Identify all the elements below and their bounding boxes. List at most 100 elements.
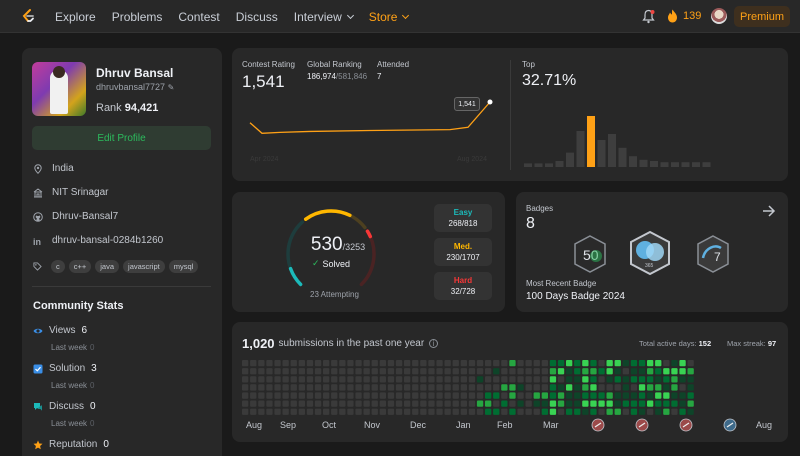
heatmap-cell bbox=[306, 400, 314, 407]
rating-histogram[interactable] bbox=[522, 103, 772, 169]
submission-heatmap[interactable] bbox=[242, 360, 782, 418]
heatmap-cell bbox=[266, 384, 273, 391]
heatmap-cell bbox=[566, 376, 573, 383]
heatmap-cell bbox=[468, 384, 476, 391]
heatmap-cell bbox=[501, 368, 508, 375]
badge-50-days-icon[interactable]: 50 bbox=[572, 234, 608, 274]
nav-store[interactable]: Store bbox=[369, 10, 410, 24]
nav-discuss[interactable]: Discuss bbox=[235, 9, 278, 24]
heatmap-cell bbox=[582, 408, 589, 415]
nav-explore[interactable]: Explore bbox=[55, 9, 96, 24]
heatmap-cell bbox=[395, 384, 403, 391]
heatmap-cell bbox=[582, 384, 589, 391]
heatmap-cell bbox=[622, 392, 629, 399]
edit-profile-button[interactable]: Edit Profile bbox=[32, 126, 211, 150]
heatmap-cell bbox=[266, 376, 273, 383]
heatmap-cell bbox=[557, 376, 565, 383]
heatmap-cell bbox=[655, 376, 662, 383]
heatmap-cell bbox=[274, 360, 281, 367]
github-row[interactable]: Dhruv-Bansal7 bbox=[33, 211, 118, 222]
global-ranking-label: Global Ranking bbox=[307, 60, 362, 69]
github-text: Dhruv-Bansal7 bbox=[52, 211, 119, 222]
solved-total: /3253 bbox=[342, 242, 366, 252]
x-axis-end: Aug 2024 bbox=[457, 156, 487, 163]
global-rank-number: 186,974 bbox=[307, 72, 336, 81]
heatmap-cell bbox=[404, 400, 411, 407]
heatmap-cell bbox=[501, 392, 508, 399]
nav-problems[interactable]: Problems bbox=[111, 9, 163, 24]
top-navbar: Explore Problems Contest Discuss Intervi… bbox=[0, 0, 800, 33]
rating-line-chart[interactable] bbox=[242, 96, 502, 168]
badge-100-days-icon[interactable]: 365 bbox=[628, 230, 672, 276]
heatmap-cell bbox=[501, 384, 508, 391]
heatmap-cell bbox=[258, 384, 265, 391]
leetcode-logo-icon[interactable] bbox=[20, 8, 36, 24]
nav-interview[interactable]: Interview bbox=[294, 10, 354, 24]
location-text: India bbox=[52, 163, 74, 174]
heatmap-cell bbox=[679, 392, 686, 399]
heatmap-cell bbox=[663, 360, 670, 367]
contest-rating-label: Contest Rating bbox=[242, 60, 295, 69]
global-rank-total: /581,846 bbox=[335, 72, 368, 81]
heatmap-cell bbox=[355, 408, 362, 415]
heatmap-cell bbox=[395, 376, 403, 383]
heatmap-cell bbox=[517, 408, 524, 415]
heatmap-cell bbox=[647, 376, 654, 383]
badge-7-days-icon[interactable]: 7 bbox=[695, 234, 731, 274]
heatmap-cell bbox=[266, 360, 273, 367]
contest-marker-icon bbox=[591, 418, 605, 432]
info-icon[interactable]: i bbox=[429, 339, 439, 348]
chevron-down-icon bbox=[402, 11, 410, 19]
heatmap-cell bbox=[647, 368, 654, 375]
heatmap-cell bbox=[525, 408, 532, 415]
nav-contest[interactable]: Contest bbox=[178, 9, 220, 24]
linkedin-row[interactable]: in dhruv-bansal-0284b1260 bbox=[33, 235, 163, 246]
streak-fire-icon[interactable] bbox=[667, 9, 678, 23]
medium-stat[interactable]: Med. 230/1707 bbox=[434, 238, 492, 266]
arrow-right-icon[interactable] bbox=[762, 204, 776, 218]
heatmap-cell bbox=[436, 368, 443, 375]
heatmap-cell bbox=[404, 368, 411, 375]
heatmap-cell bbox=[647, 400, 654, 407]
heatmap-cell bbox=[541, 392, 548, 399]
heatmap-cell bbox=[444, 400, 451, 407]
heatmap-cell bbox=[331, 392, 338, 399]
heatmap-cell bbox=[452, 400, 459, 407]
heatmap-cell bbox=[258, 376, 265, 383]
easy-stat[interactable]: Easy 268/818 bbox=[434, 204, 492, 232]
max-streak-label: Max streak: bbox=[727, 339, 766, 348]
solved-label: Solved bbox=[322, 258, 351, 269]
heatmap-cell bbox=[679, 368, 686, 375]
hard-count: 32/728 bbox=[450, 287, 476, 296]
user-avatar[interactable] bbox=[711, 8, 727, 24]
notification-bell-icon[interactable] bbox=[642, 9, 655, 24]
stat-label: Reputation bbox=[49, 439, 98, 450]
heatmap-cell bbox=[541, 408, 548, 415]
premium-button[interactable]: Premium bbox=[734, 6, 790, 27]
heatmap-cell bbox=[622, 384, 629, 391]
heatmap-cell bbox=[314, 400, 322, 407]
heatmap-cell bbox=[509, 392, 516, 399]
heatmap-cell bbox=[420, 376, 427, 383]
hard-stat[interactable]: Hard 32/728 bbox=[434, 272, 492, 300]
heatmap-cell bbox=[274, 400, 281, 407]
heatmap-cell bbox=[258, 392, 265, 399]
heatmap-cell bbox=[541, 400, 548, 407]
heatmap-cell bbox=[258, 400, 265, 407]
medium-count: 230/1707 bbox=[446, 253, 480, 262]
heatmap-cell bbox=[323, 384, 330, 391]
heatmap-cell bbox=[476, 376, 484, 383]
heatmap-cell bbox=[363, 360, 370, 367]
heatmap-cell bbox=[557, 392, 565, 399]
heatmap-cell bbox=[509, 408, 516, 415]
progress-arc bbox=[288, 266, 303, 287]
heatmap-cell bbox=[387, 392, 395, 399]
heatmap-cell bbox=[549, 376, 557, 383]
heatmap-cell bbox=[355, 376, 362, 383]
heatmap-cell bbox=[444, 384, 451, 391]
heatmap-cell bbox=[290, 368, 297, 375]
heatmap-cell bbox=[371, 384, 378, 391]
star-icon bbox=[33, 440, 43, 449]
heatmap-cell bbox=[517, 384, 524, 391]
edit-pencil-icon[interactable]: ✎ bbox=[167, 83, 175, 92]
